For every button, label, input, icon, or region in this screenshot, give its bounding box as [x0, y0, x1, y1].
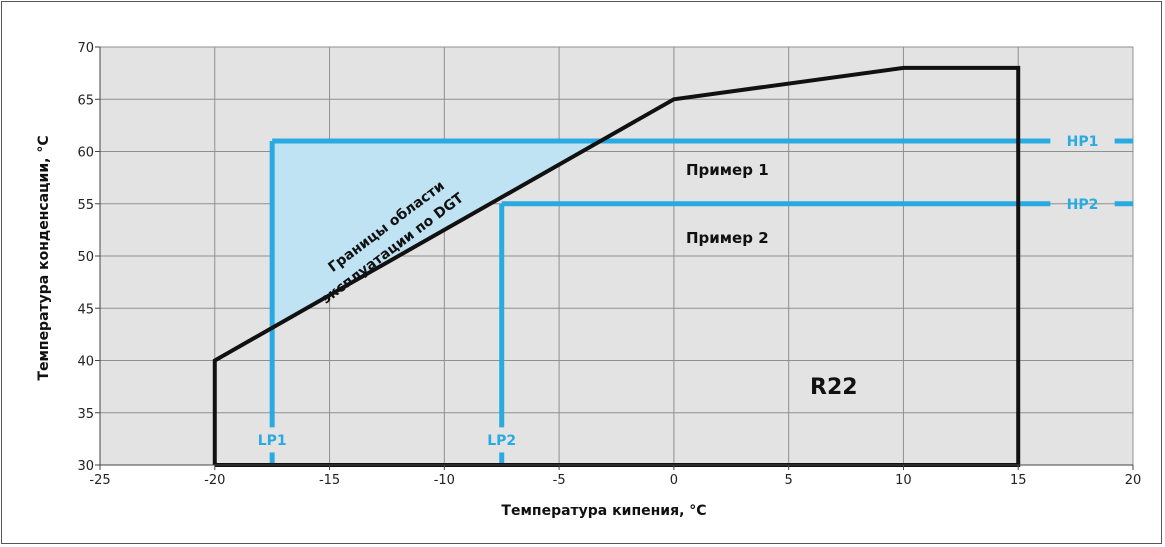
example-lines — [269, 138, 1133, 465]
y-tick-label: 55 — [77, 198, 94, 213]
refrigerant-label: R22 — [810, 375, 858, 400]
x-tick-label: -15 — [319, 473, 340, 488]
y-tick-label: 45 — [77, 302, 94, 317]
x-tick-label: -25 — [89, 473, 110, 488]
y-tick-label: 50 — [77, 250, 94, 265]
x-tick-label: -10 — [434, 473, 455, 488]
example-1-lp-label: LP1 — [258, 433, 287, 449]
x-tick-label: -5 — [553, 473, 566, 488]
example-1-label: Пример 1 — [686, 161, 769, 179]
axes: -25 -20 -15 -10 -5 0 5 10 15 20 30 35 40 45 50 55 60 65 70 — [77, 41, 1141, 488]
x-tick-label: -20 — [204, 473, 225, 488]
y-tick-label: 70 — [77, 41, 94, 56]
y-tick-label: 60 — [77, 146, 94, 161]
x-axis-title: Температура кипения, °C — [501, 503, 706, 519]
annotations: LP1 HP1 LP2 HP2 — [258, 134, 1099, 449]
example-2-lp-label: LP2 — [487, 433, 516, 449]
y-tick-label: 65 — [77, 93, 94, 108]
x-tick-label: 15 — [1010, 473, 1027, 488]
example-2-hp-label: HP2 — [1067, 197, 1099, 213]
x-tick-label: 5 — [785, 473, 793, 488]
y-tick-label: 35 — [77, 407, 94, 422]
x-tick-label: 0 — [670, 473, 678, 488]
example-2-label: Пример 2 — [686, 229, 769, 247]
y-tick-label: 40 — [77, 355, 94, 370]
example-1-hp-label: HP1 — [1067, 134, 1099, 150]
x-tick-label: 10 — [895, 473, 912, 488]
y-tick-label: 30 — [77, 459, 94, 474]
y-axis-title: Температура конденсации, °C — [36, 135, 52, 380]
x-tick-label: 20 — [1125, 473, 1142, 488]
